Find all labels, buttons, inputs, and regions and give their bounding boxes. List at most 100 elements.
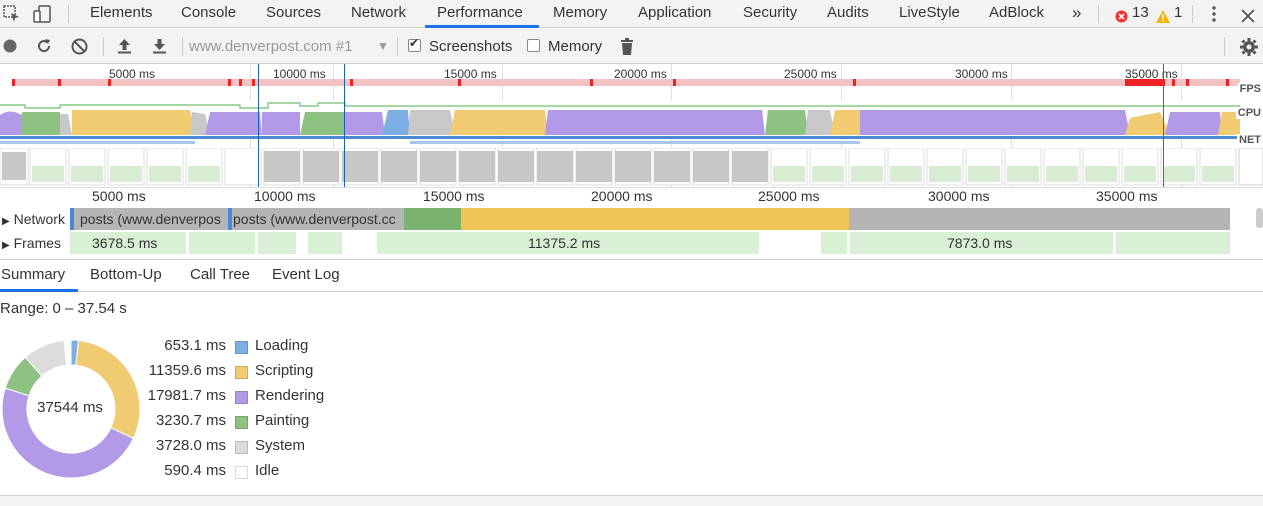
clear-icon[interactable] [71, 38, 88, 55]
more-tabs-button[interactable]: » [1072, 3, 1082, 22]
tab-performance[interactable]: Performance [437, 4, 523, 21]
record-icon[interactable] [3, 39, 17, 53]
reload-icon[interactable] [36, 38, 52, 54]
divider [1224, 37, 1225, 56]
net-bar [0, 136, 1240, 144]
legend-value: 590.4 ms [164, 462, 226, 479]
network-item[interactable]: posts (www.denverpos [80, 211, 221, 227]
tab-elements[interactable]: Elements [90, 4, 153, 21]
legend-name: Loading [255, 337, 309, 354]
tab-network[interactable]: Network [351, 4, 407, 21]
frames-track-label[interactable]: Frames [13, 235, 62, 251]
screenshots-checkbox[interactable] [408, 36, 421, 52]
legend-row-idle: 590.4 ms Idle [0, 462, 340, 487]
legend-value: 3728.0 ms [155, 437, 226, 454]
frames-track[interactable]: 3678.5 ms 11375.2 ms 7873.0 ms ▶ Frames [0, 232, 1233, 254]
donut-slice-rendering [1, 387, 135, 479]
ruler-tick: 30000 ms [928, 188, 990, 204]
tab-memory[interactable]: Memory [553, 4, 608, 21]
selection-start-marker[interactable] [258, 64, 259, 187]
frame-gap [759, 232, 821, 254]
overview-tick: 35000 ms [1125, 67, 1178, 81]
tab-application[interactable]: Application [638, 4, 712, 21]
network-request-marker [70, 208, 74, 230]
ruler-tick: 15000 ms [423, 188, 485, 204]
overview-tick: 5000 ms [109, 67, 156, 81]
tab-adblock[interactable]: AdBlock [989, 4, 1045, 21]
download-icon[interactable] [152, 38, 167, 54]
divider [1192, 5, 1193, 23]
tab-audits[interactable]: Audits [827, 4, 869, 21]
devtools-tab-bar: Elements Console Sources Network Perform… [0, 0, 1263, 28]
trash-icon[interactable] [621, 38, 633, 55]
fps-bar [12, 79, 1240, 86]
close-icon[interactable] [1241, 6, 1255, 34]
memory-checkbox[interactable] [527, 39, 540, 52]
error-count[interactable]: 13 [1132, 4, 1149, 21]
frame-duration[interactable]: 11375.2 ms [528, 235, 601, 251]
net-label: NET [1237, 134, 1263, 146]
inspect-element-icon[interactable] [2, 4, 22, 32]
performance-toolbar: www.denverpost.com #1 ▼ Screenshots Memo… [0, 29, 1263, 64]
donut-total: 37544 ms [37, 399, 103, 416]
kebab-menu-icon[interactable] [1211, 5, 1217, 33]
tab-security[interactable]: Security [743, 4, 798, 21]
active-tab-indicator [425, 25, 539, 28]
details-tab-bar: Summary Bottom-Up Call Tree Event Log [0, 259, 1263, 292]
frame-duration[interactable]: 7873.0 ms [947, 235, 1013, 251]
error-icon[interactable] [1115, 6, 1128, 34]
network-track-toggle[interactable]: ▶ Network [0, 208, 70, 230]
expand-arrow-icon[interactable]: ▶ [2, 240, 10, 251]
divider [103, 37, 104, 56]
tab-bottom-up[interactable]: Bottom-Up [90, 266, 162, 283]
frame-gap [847, 232, 850, 254]
chevron-down-icon[interactable]: ▼ [377, 39, 389, 53]
warning-count[interactable]: 1 [1174, 4, 1183, 21]
legend-swatch [235, 341, 248, 354]
network-track-label[interactable]: Network [13, 211, 65, 227]
recording-select[interactable]: www.denverpost.com #1 [189, 38, 353, 55]
legend-row-rendering: 17981.7 ms Rendering [0, 387, 340, 412]
tab-call-tree[interactable]: Call Tree [190, 266, 251, 283]
active-subtab-indicator [0, 289, 78, 292]
network-item[interactable]: posts (www.denverpost.cc [233, 211, 396, 227]
overview-tick: 15000 ms [444, 67, 497, 81]
frame-duration[interactable]: 3678.5 ms [92, 235, 158, 251]
network-track[interactable]: posts (www.denverpos posts (www.denverpo… [0, 208, 1233, 230]
screenshots-label[interactable]: Screenshots [429, 38, 513, 55]
tab-livestyle[interactable]: LiveStyle [899, 4, 960, 21]
tab-sources[interactable]: Sources [266, 4, 322, 21]
selection-end-marker[interactable] [344, 64, 345, 187]
upload-icon[interactable] [117, 38, 132, 54]
frames-track-toggle[interactable]: ▶ Frames [0, 232, 62, 254]
tracks-scrollbar[interactable] [1256, 208, 1263, 228]
ruler-tick: 10000 ms [254, 188, 316, 204]
divider [1098, 5, 1099, 23]
legend-value: 653.1 ms [164, 337, 226, 354]
tab-summary[interactable]: Summary [1, 266, 66, 283]
memory-label[interactable]: Memory [548, 38, 603, 55]
legend-swatch [235, 391, 248, 404]
device-toolbar-icon[interactable] [32, 4, 52, 32]
network-request-marker [228, 208, 232, 230]
tab-event-log[interactable]: Event Log [272, 266, 340, 283]
divider [182, 37, 183, 56]
fps-label: FPS [1237, 83, 1263, 95]
tab-console[interactable]: Console [181, 4, 237, 21]
overview-tick: 10000 ms [273, 67, 326, 81]
legend-swatch [235, 416, 248, 429]
divider [68, 5, 69, 23]
expand-arrow-icon[interactable]: ▶ [2, 216, 10, 227]
gear-icon[interactable] [1240, 38, 1258, 56]
ruler-tick: 5000 ms [92, 188, 146, 204]
screenshots-strip [0, 148, 1263, 186]
red-marker [1163, 64, 1164, 187]
legend-name: Rendering [255, 387, 325, 404]
timeline-ruler: 5000 ms 10000 ms 15000 ms 20000 ms 25000… [0, 187, 1263, 207]
timeline-tracks: posts (www.denverpos posts (www.denverpo… [0, 207, 1263, 257]
legend-row-loading: 653.1 ms Loading [0, 337, 340, 362]
legend-value: 11359.6 ms [148, 362, 226, 379]
cpu-chart [0, 100, 1240, 135]
warning-icon[interactable] [1156, 6, 1170, 34]
timeline-overview[interactable]: 5000 ms 10000 ms 15000 ms 20000 ms 25000… [0, 64, 1263, 187]
